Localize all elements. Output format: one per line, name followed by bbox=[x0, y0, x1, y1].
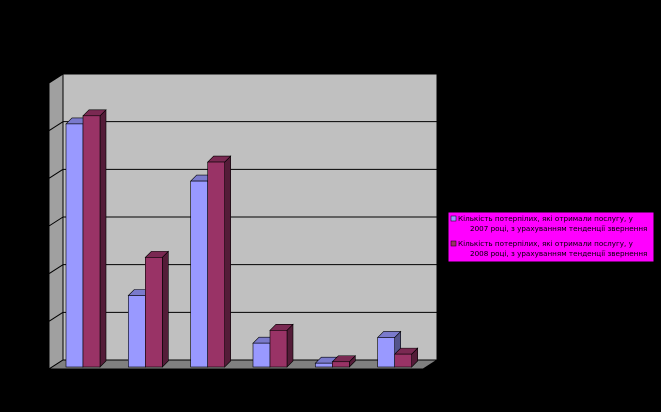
bar-marks bbox=[65, 109, 419, 368]
bar-s2-c6 bbox=[393, 347, 419, 368]
bar-s2-c1 bbox=[82, 109, 107, 368]
bar-s2-c5 bbox=[331, 355, 357, 368]
gridline-side bbox=[48, 73, 64, 84]
bar-front bbox=[128, 295, 146, 368]
bar-front bbox=[65, 123, 84, 368]
bar-front bbox=[332, 361, 350, 368]
legend-swatch-series-2 bbox=[450, 240, 457, 247]
bar-s2-c4 bbox=[269, 323, 294, 368]
gridline-side bbox=[48, 216, 64, 227]
legend-box bbox=[447, 211, 655, 263]
bar-front bbox=[394, 353, 412, 368]
bar-front bbox=[82, 115, 101, 368]
bar-front bbox=[145, 257, 163, 368]
bar-side bbox=[224, 155, 231, 368]
svg-text:Кількість потерпілих, які отри: Кількість потерпілих, які отримали послу… bbox=[458, 214, 647, 233]
legend-item-series-1: Кількість потерпілих, які отримали послу… bbox=[450, 214, 647, 233]
bar-front bbox=[315, 362, 333, 368]
bar-front bbox=[252, 342, 271, 368]
gridlines bbox=[48, 73, 437, 322]
gridline-side bbox=[48, 121, 64, 132]
legend-label-series-1: Кількість потерпілих, які отримали послу… bbox=[458, 214, 634, 223]
bar-front bbox=[207, 161, 225, 368]
gridline-side bbox=[48, 311, 64, 322]
gridline-side bbox=[48, 264, 64, 275]
svg-text:Кількість потерпілих, які отри: Кількість потерпілих, які отримали послу… bbox=[458, 239, 647, 258]
legend-label-series-1-cont: 2007 році, з урахуванням тенденції зверн… bbox=[470, 224, 647, 233]
bar-front bbox=[377, 337, 395, 368]
bar-s2-c2 bbox=[144, 250, 170, 368]
bar-s2-c3 bbox=[206, 155, 232, 368]
bar-side bbox=[99, 109, 107, 368]
bar-front bbox=[190, 180, 208, 368]
bar-front bbox=[269, 329, 288, 368]
plot-walls bbox=[47, 73, 439, 370]
bar-side bbox=[286, 323, 294, 368]
gridline-side bbox=[48, 168, 64, 179]
legend-label-series-2: Кількість потерпілих, які отримали послу… bbox=[458, 239, 634, 248]
legend-label-series-2-cont: 2008 році, з урахуванням тенденції зверн… bbox=[470, 249, 647, 258]
legend-item-series-2: Кількість потерпілих, які отримали послу… bbox=[450, 239, 647, 258]
legend: Кількість потерпілих, які отримали послу… bbox=[447, 211, 655, 263]
bar-side bbox=[162, 250, 169, 368]
legend-swatch-series-1 bbox=[450, 215, 457, 222]
